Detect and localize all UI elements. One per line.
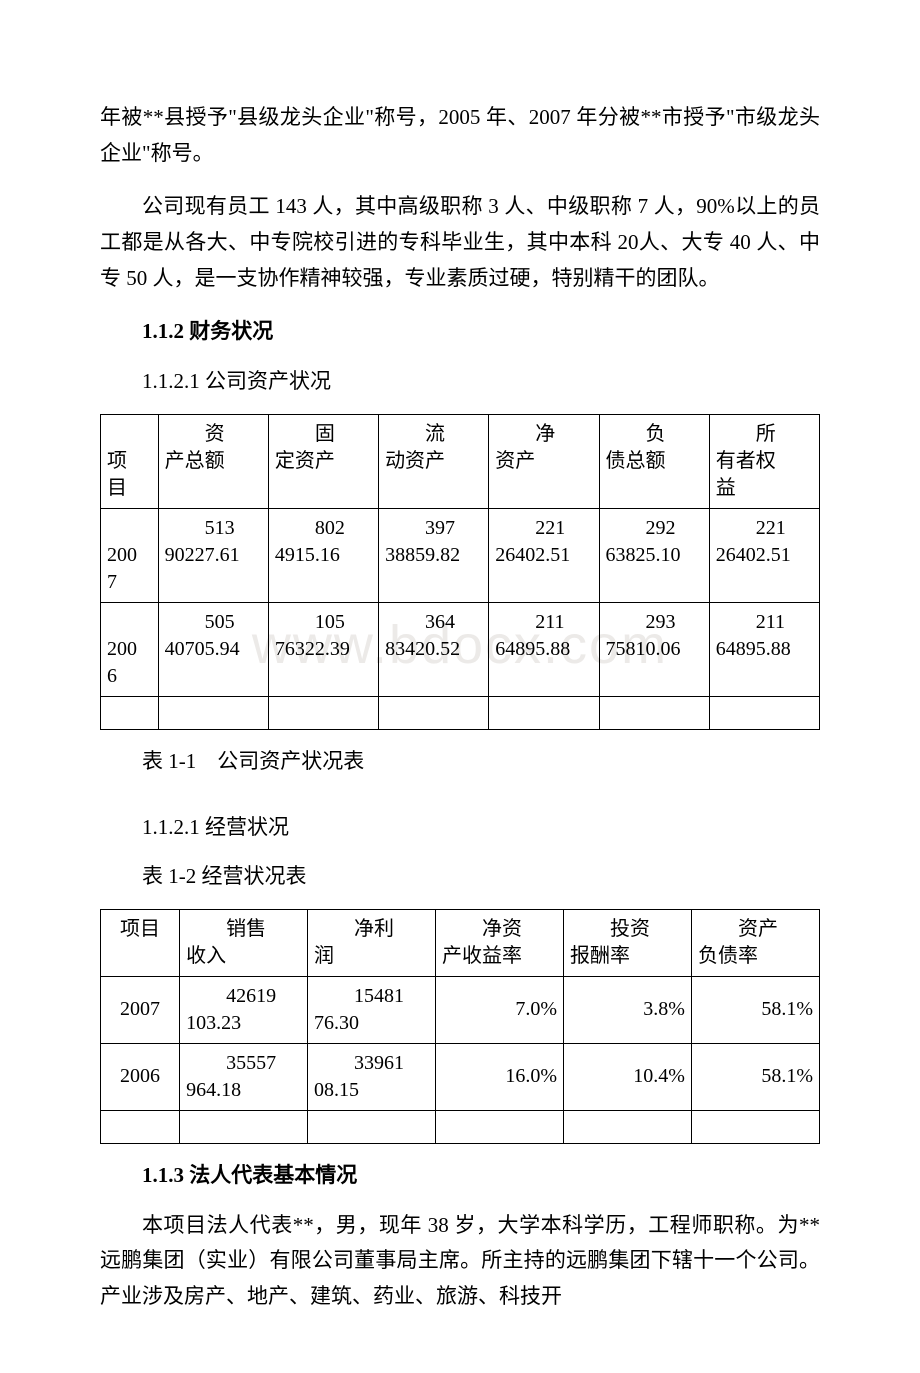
heading-1-1-2-1b: 1.1.2.1 经营状况 [100,810,820,846]
table-cell: 2007 [101,508,159,602]
table-cell [563,1110,691,1143]
table-cell [599,696,709,729]
table-header-cell: 资产总额 [158,414,268,508]
table-cell: 8024915.16 [268,508,378,602]
table-cell [101,1110,180,1143]
table-cell: 10.4% [563,1043,691,1110]
table-cell: 35557964.18 [180,1043,308,1110]
table-2-caption: 表 1-2 经营状况表 [100,859,820,895]
table-cell: 29263825.10 [599,508,709,602]
heading-1-1-2: 1.1.2 财务状况 [100,314,820,350]
table-cell: 22126402.51 [709,508,819,602]
table-cell [709,696,819,729]
paragraph-1: 年被**县授予"县级龙头企业"称号，2005 年、2007 年分被**市授予"市… [100,100,820,171]
table-cell: 22126402.51 [489,508,599,602]
table-header-cell: 净资产 [489,414,599,508]
table-cell: 16.0% [436,1043,564,1110]
table-header-cell: 项目 [101,909,180,976]
table-row [101,1110,820,1143]
table-header-cell: 净资产收益率 [436,909,564,976]
table-cell: 1548176.30 [308,976,436,1043]
paragraph-2: 公司现有员工 143 人，其中高级职称 3 人、中级职称 7 人，90%以上的员… [100,189,820,296]
table-row: 项目 销售收入 净利润 净资产收益率 投资报酬率 资产负债率 [101,909,820,976]
table-header-cell: 流动资产 [379,414,489,508]
table-header-cell: 销售收入 [180,909,308,976]
paragraph-3: 本项目法人代表**，男，现年 38 岁，大学本科学历，工程师职称。为**远鹏集团… [100,1208,820,1315]
table-operating-status: 项目 销售收入 净利润 净资产收益率 投资报酬率 资产负债率 2007 4261… [100,909,820,1144]
table-header-cell: 投资报酬率 [563,909,691,976]
table-cell: 36483420.52 [379,602,489,696]
table-cell [180,1110,308,1143]
table-cell [691,1110,819,1143]
table-cell [436,1110,564,1143]
heading-1-1-2-1a: 1.1.2.1 公司资产状况 [100,364,820,400]
table-row: 项目 资产总额 固定资产 流动资产 净资产 负债总额 所有者权益 [101,414,820,508]
table-header-cell: 固定资产 [268,414,378,508]
table-cell [308,1110,436,1143]
table-1-caption: 表 1-1 公司资产状况表 [100,744,820,780]
table-cell: 29375810.06 [599,602,709,696]
table-header-cell: 资产负债率 [691,909,819,976]
table-cell: 2006 [101,602,159,696]
table-cell: 51390227.61 [158,508,268,602]
table-header-cell: 负债总额 [599,414,709,508]
table-row: 2006 35557964.18 3396108.15 16.0% 10.4% … [101,1043,820,1110]
table-cell: 21164895.88 [709,602,819,696]
table-cell: 3.8% [563,976,691,1043]
table-row: 2006 50540705.94 10576322.39 36483420.52… [101,602,820,696]
table-cell: 58.1% [691,1043,819,1110]
heading-1-1-3: 1.1.3 法人代表基本情况 [100,1158,820,1194]
table-cell: 42619103.23 [180,976,308,1043]
table-cell [379,696,489,729]
table-row: 2007 51390227.61 8024915.16 39738859.82 … [101,508,820,602]
page-content: 年被**县授予"县级龙头企业"称号，2005 年、2007 年分被**市授予"市… [100,100,820,1315]
table-cell: 2006 [101,1043,180,1110]
table-row: 2007 42619103.23 1548176.30 7.0% 3.8% 58… [101,976,820,1043]
table-cell: 7.0% [436,976,564,1043]
table-cell: 21164895.88 [489,602,599,696]
table-header-cell: 项目 [101,414,159,508]
table-cell: 58.1% [691,976,819,1043]
table-cell: 2007 [101,976,180,1043]
table-cell: 39738859.82 [379,508,489,602]
table-cell: 10576322.39 [268,602,378,696]
table-cell: 50540705.94 [158,602,268,696]
table-row [101,696,820,729]
table-cell [489,696,599,729]
table-cell [268,696,378,729]
table-header-cell: 净利润 [308,909,436,976]
table-cell [158,696,268,729]
table-cell: 3396108.15 [308,1043,436,1110]
table-cell [101,696,159,729]
table-asset-status: 项目 资产总额 固定资产 流动资产 净资产 负债总额 所有者权益 2007 51… [100,414,820,730]
table-header-cell: 所有者权益 [709,414,819,508]
